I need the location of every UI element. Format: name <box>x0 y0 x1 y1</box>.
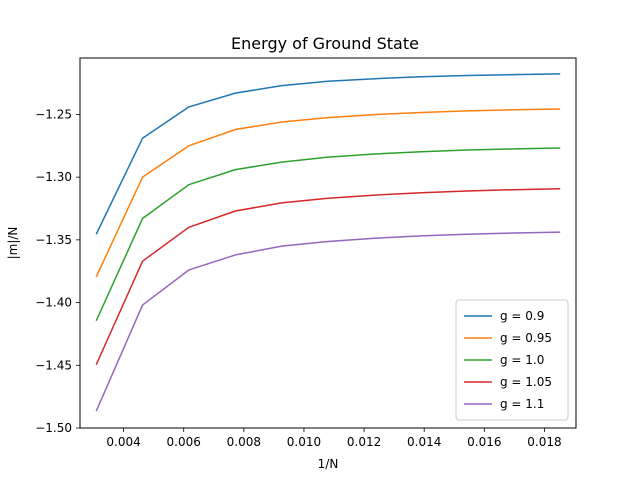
y-tick-label: −1.35 <box>35 233 72 247</box>
series-line-3 <box>95 188 561 366</box>
x-tick-label: 0.004 <box>106 435 140 449</box>
plot-lines <box>95 73 561 412</box>
x-tick-label: 0.006 <box>167 435 201 449</box>
legend-label-2: g = 1.0 <box>500 353 544 367</box>
x-tick-label: 0.014 <box>407 435 441 449</box>
series-line-0 <box>95 73 561 235</box>
x-tick-label: 0.018 <box>527 435 561 449</box>
y-axis: −1.50 −1.45 −1.40 −1.35 −1.30 −1.25 <box>35 107 80 435</box>
legend-label-4: g = 1.1 <box>500 397 544 411</box>
legend-box <box>455 299 569 421</box>
y-axis-label: |m|/N <box>6 227 20 260</box>
x-axis-label: 1/N <box>318 457 339 471</box>
y-tick-label: −1.40 <box>35 296 72 310</box>
x-tick-label: 0.010 <box>287 435 321 449</box>
x-tick-label: 0.016 <box>467 435 501 449</box>
chart-title: Energy of Ground State <box>231 34 419 53</box>
plot-frame <box>79 57 577 429</box>
y-tick-label: −1.50 <box>35 421 72 435</box>
legend: g = 0.9 g = 0.95 g = 1.0 g = 1.05 g = 1.1 <box>455 299 569 421</box>
x-tick-label: 0.012 <box>347 435 381 449</box>
series-line-2 <box>95 147 561 322</box>
legend-label-1: g = 0.95 <box>500 331 552 345</box>
series-line-4 <box>95 231 561 412</box>
series-line-1 <box>95 108 561 278</box>
legend-label-0: g = 0.9 <box>500 309 544 323</box>
y-tick-label: −1.30 <box>35 170 72 184</box>
x-tick-label: 0.008 <box>227 435 261 449</box>
y-tick-label: −1.45 <box>35 358 72 372</box>
legend-label-3: g = 1.05 <box>500 375 552 389</box>
x-axis: 0.004 0.006 0.008 0.010 0.012 0.014 0.016 0.018 <box>106 428 562 449</box>
y-tick-label: −1.25 <box>35 107 72 121</box>
